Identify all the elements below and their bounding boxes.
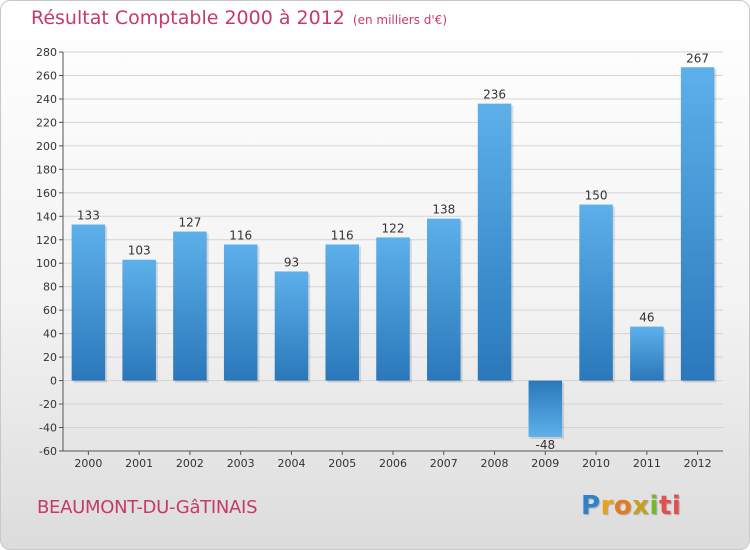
y-tick-label: 20: [43, 351, 57, 364]
bar-2009: [528, 380, 563, 437]
x-tick-label: 2005: [328, 457, 356, 470]
logo-letter: t: [658, 491, 672, 521]
y-tick-label: 60: [43, 304, 57, 317]
y-tick-label: 200: [36, 140, 57, 153]
x-tick-label: 2006: [379, 457, 407, 470]
value-label: 122: [382, 221, 405, 235]
x-tick-label: 2002: [176, 457, 204, 470]
value-label: 116: [229, 228, 252, 242]
value-label: 267: [686, 51, 709, 65]
bar-2004: [274, 271, 309, 381]
logo-letter: r: [600, 491, 614, 521]
x-tick-label: 2004: [277, 457, 305, 470]
x-tick-label: 2011: [633, 457, 661, 470]
bar-2001: [122, 259, 156, 381]
proxiti-logo: Proxiti: [581, 491, 681, 521]
x-tick-label: 2010: [582, 457, 610, 470]
chart-subtitle: (en milliers d'€): [352, 13, 448, 27]
x-tick-label: 2001: [125, 457, 153, 470]
chart-title-text: Résultat Comptable 2000 à 2012: [31, 7, 345, 29]
x-tick-label: 2000: [74, 457, 102, 470]
x-tick-label: 2003: [227, 457, 255, 470]
x-tick-label: 2007: [430, 457, 458, 470]
value-label: 116: [331, 228, 354, 242]
bar-2006: [376, 237, 410, 381]
y-tick-label: 40: [43, 328, 57, 341]
y-tick-label: 280: [36, 46, 57, 59]
value-label: 93: [284, 255, 299, 269]
y-tick-label: 260: [36, 69, 57, 82]
value-label: 46: [639, 311, 654, 325]
y-tick-label: 140: [36, 210, 57, 223]
y-tick-label: 0: [50, 375, 57, 388]
y-tick-label: 120: [36, 234, 57, 247]
y-tick-label: -20: [39, 398, 57, 411]
value-label: 103: [128, 244, 151, 258]
value-label: 127: [178, 216, 201, 230]
bar-2008: [477, 103, 512, 381]
y-tick-label: 100: [36, 257, 57, 270]
y-tick-label: 240: [36, 93, 57, 106]
value-label: -48: [536, 438, 556, 452]
x-tick-label: 2012: [684, 457, 712, 470]
x-tick-label: 2008: [481, 457, 509, 470]
bar-2002: [173, 231, 207, 381]
bar-2005: [325, 244, 359, 381]
value-label: 236: [483, 88, 506, 102]
bar-2012: [680, 67, 715, 381]
logo-letter: x: [632, 491, 650, 521]
y-tick-label: -60: [39, 445, 57, 458]
place-name: BEAUMONT-DU-GâTINAIS: [37, 497, 258, 518]
chart-title: Résultat Comptable 2000 à 2012 (en millie…: [31, 7, 447, 29]
y-tick-label: -40: [39, 422, 57, 435]
y-tick-label: 220: [36, 116, 57, 129]
bar-2010: [579, 204, 613, 381]
y-tick-label: 160: [36, 187, 57, 200]
x-tick-label: 2009: [531, 457, 559, 470]
logo-letter: i: [649, 491, 659, 521]
bar-2011: [630, 326, 664, 381]
y-tick-label: 180: [36, 163, 57, 176]
value-label: 133: [77, 209, 100, 223]
logo-letter: P: [581, 491, 601, 521]
y-tick-label: 80: [43, 281, 57, 294]
bar-2007: [427, 218, 461, 381]
value-label: 138: [432, 203, 455, 217]
axes: -60 -40 -20 0 20 40 60 80 100 120 140 160 180 200 220 2…: [36, 46, 723, 470]
logo-letter: o: [613, 491, 633, 521]
bar-2003: [223, 244, 258, 381]
value-label: 150: [585, 189, 608, 203]
bars: [71, 67, 717, 439]
value-labels: 133 103 127 116 93 116 122 138 236 -48 150 46 267: [77, 51, 709, 452]
logo-letter: i: [671, 491, 682, 521]
bar-2000: [71, 224, 106, 381]
